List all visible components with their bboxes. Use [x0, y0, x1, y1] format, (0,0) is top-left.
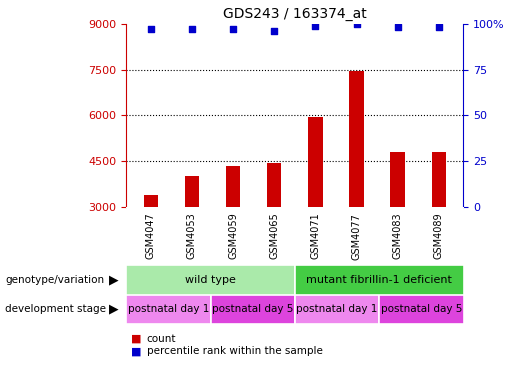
Bar — [126, 295, 211, 324]
Bar — [390, 152, 405, 298]
Bar — [295, 265, 464, 295]
Point — [229, 26, 237, 32]
Text: percentile rank within the sample: percentile rank within the sample — [147, 346, 323, 356]
Bar — [126, 265, 295, 295]
Bar — [308, 117, 322, 298]
Bar — [432, 152, 446, 298]
Text: GSM4083: GSM4083 — [392, 213, 403, 259]
Text: genotype/variation: genotype/variation — [5, 275, 104, 285]
Bar — [185, 176, 199, 298]
Text: count: count — [147, 333, 176, 344]
Text: ▶: ▶ — [109, 303, 118, 316]
Bar — [226, 165, 241, 298]
Bar — [379, 295, 464, 324]
Title: GDS243 / 163374_at: GDS243 / 163374_at — [223, 7, 367, 21]
Text: GSM4077: GSM4077 — [352, 213, 362, 259]
Bar — [349, 71, 364, 298]
Bar — [295, 295, 379, 324]
Text: ■: ■ — [131, 346, 142, 356]
Text: GSM4047: GSM4047 — [146, 213, 156, 259]
Text: GSM4059: GSM4059 — [228, 213, 238, 259]
Text: ▶: ▶ — [109, 273, 118, 287]
Bar — [144, 195, 158, 298]
Bar — [211, 295, 295, 324]
Point — [147, 26, 155, 32]
Point — [270, 28, 279, 34]
Point — [352, 21, 360, 27]
Text: wild type: wild type — [185, 275, 236, 285]
Text: ■: ■ — [131, 333, 142, 344]
Text: GSM4065: GSM4065 — [269, 213, 279, 259]
Text: GSM4053: GSM4053 — [187, 213, 197, 259]
Point — [393, 25, 402, 30]
Text: postnatal day 1: postnatal day 1 — [296, 304, 377, 314]
Text: GSM4089: GSM4089 — [434, 213, 444, 259]
Text: postnatal day 1: postnatal day 1 — [128, 304, 209, 314]
Point — [188, 26, 196, 32]
Point — [311, 23, 319, 29]
Text: postnatal day 5: postnatal day 5 — [212, 304, 294, 314]
Text: postnatal day 5: postnatal day 5 — [381, 304, 462, 314]
Text: GSM4071: GSM4071 — [311, 213, 320, 259]
Text: mutant fibrillin-1 deficient: mutant fibrillin-1 deficient — [306, 275, 452, 285]
Text: development stage: development stage — [5, 304, 106, 314]
Point — [435, 25, 443, 30]
Bar — [267, 163, 282, 298]
